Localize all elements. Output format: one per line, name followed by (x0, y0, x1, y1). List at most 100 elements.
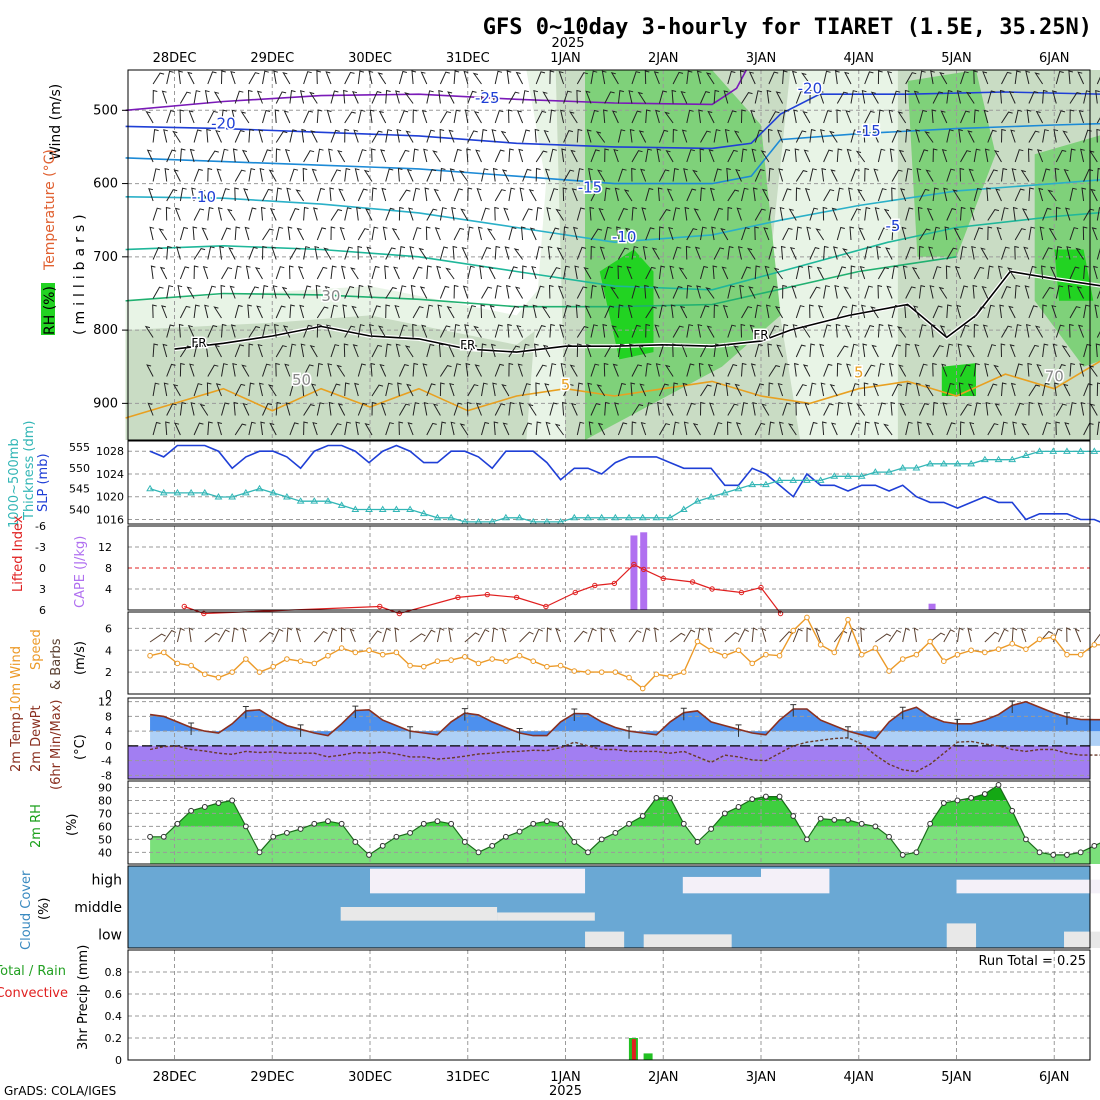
wind-barb (394, 304, 400, 319)
wind-barb (617, 208, 628, 221)
wind-barb (736, 207, 742, 221)
wind-barb (396, 129, 402, 143)
wind-barb (179, 148, 186, 163)
top-time-label-30dec: 30DEC (348, 51, 392, 66)
wind-barb (152, 286, 164, 299)
wind-barb (574, 265, 580, 280)
rh2m-point (229, 797, 236, 804)
rh2m-point (886, 833, 892, 840)
wind-barb (971, 246, 976, 260)
wind-barb (275, 266, 285, 280)
wind-barb (1092, 265, 1098, 280)
wind-barb (658, 344, 668, 358)
thickness-point (734, 484, 743, 492)
thickness-point (857, 472, 866, 479)
wind-barb (1028, 384, 1041, 397)
wind10m-speed-point (735, 647, 742, 654)
wind-barb (973, 70, 978, 85)
wind-barb (357, 245, 363, 260)
wind-barb (740, 323, 746, 338)
wind-barb (722, 304, 729, 319)
wind-barb (315, 284, 321, 299)
wind-barb (274, 109, 280, 124)
wind-barb (1067, 284, 1073, 299)
wind10m-barb (943, 629, 955, 643)
thickness-point (228, 493, 237, 500)
wind-barb (604, 226, 612, 241)
wind-barb (735, 168, 742, 182)
wind10m-speed-point (1064, 651, 1070, 658)
wind-barb (316, 109, 323, 124)
wind-barb (645, 362, 652, 377)
wind-barb (192, 226, 198, 241)
thickness-point (816, 476, 825, 483)
wind-barb (599, 246, 606, 260)
wind-barb (272, 285, 278, 299)
wind-barb (161, 90, 168, 104)
wind-barb (1055, 110, 1066, 124)
wind10m-speed-point (243, 656, 249, 662)
wind-barb (966, 345, 975, 358)
cloud-frame (127, 865, 1091, 949)
wind-barb (887, 324, 893, 338)
wind-barb (494, 206, 499, 221)
wind-barb (541, 306, 551, 319)
wind-barb (941, 148, 948, 163)
wind-barb (832, 246, 838, 260)
wind-barb (700, 187, 706, 202)
wind-barb (642, 246, 648, 260)
lifted-index-tick-label: 0 (39, 562, 46, 575)
wind10m-speed-point (982, 649, 988, 656)
wind-barb (614, 402, 619, 416)
wind-barb (447, 91, 455, 104)
wind-barb (681, 344, 688, 358)
wind-barb (932, 266, 942, 280)
wind-barb (503, 207, 510, 221)
temp2m-frame (127, 697, 1091, 780)
wind10m-barb (368, 630, 382, 643)
wind-barb (508, 91, 520, 104)
temp-minmax-marker (352, 705, 359, 719)
wind-barb (221, 188, 230, 202)
wind-barb (295, 189, 305, 202)
wind-barb (980, 247, 989, 260)
wind-barb (275, 187, 282, 202)
wind-barb (754, 343, 763, 358)
wind-barb (809, 207, 819, 221)
wind-barb (1036, 363, 1044, 377)
wind-barb (501, 384, 510, 397)
wind-barb (314, 246, 320, 260)
wind-barb (533, 90, 539, 104)
rh2m-point (256, 849, 263, 856)
precip-total-rain-label: Total / Rain (0, 964, 66, 979)
wind-barb (576, 72, 588, 85)
wind-barb (1010, 382, 1016, 397)
wind-barb (946, 129, 954, 143)
wind10m-speed-point (653, 671, 660, 678)
wind-barb (1028, 305, 1038, 319)
wind10m-barb (751, 627, 758, 643)
wind-barb (778, 168, 784, 182)
rh2m-point (817, 815, 824, 822)
slp-axis-label: SLP (mb) (36, 453, 51, 512)
wind10m-speed-point (790, 627, 797, 634)
wind-barb (1011, 168, 1017, 182)
wind-barb (1096, 331, 1100, 338)
wind-barb (234, 130, 245, 143)
wind-barb (166, 70, 174, 85)
wind-barb (604, 148, 610, 163)
wind-barb (864, 364, 876, 377)
wind-barb (1069, 323, 1074, 338)
wind-barb (352, 344, 359, 358)
wind-barb (1069, 362, 1076, 377)
wind-barb (458, 170, 469, 182)
wind-barb (1041, 265, 1046, 280)
bottom-time-label-4jan: 4JAN (844, 1070, 875, 1085)
wind-barb (481, 207, 490, 221)
wind10m-speed-point (366, 647, 372, 654)
wind-barb (1094, 304, 1100, 319)
wind-barb (336, 364, 346, 377)
wind-barb (877, 323, 884, 338)
wind-barb (231, 109, 237, 124)
wind-barb (640, 421, 647, 436)
